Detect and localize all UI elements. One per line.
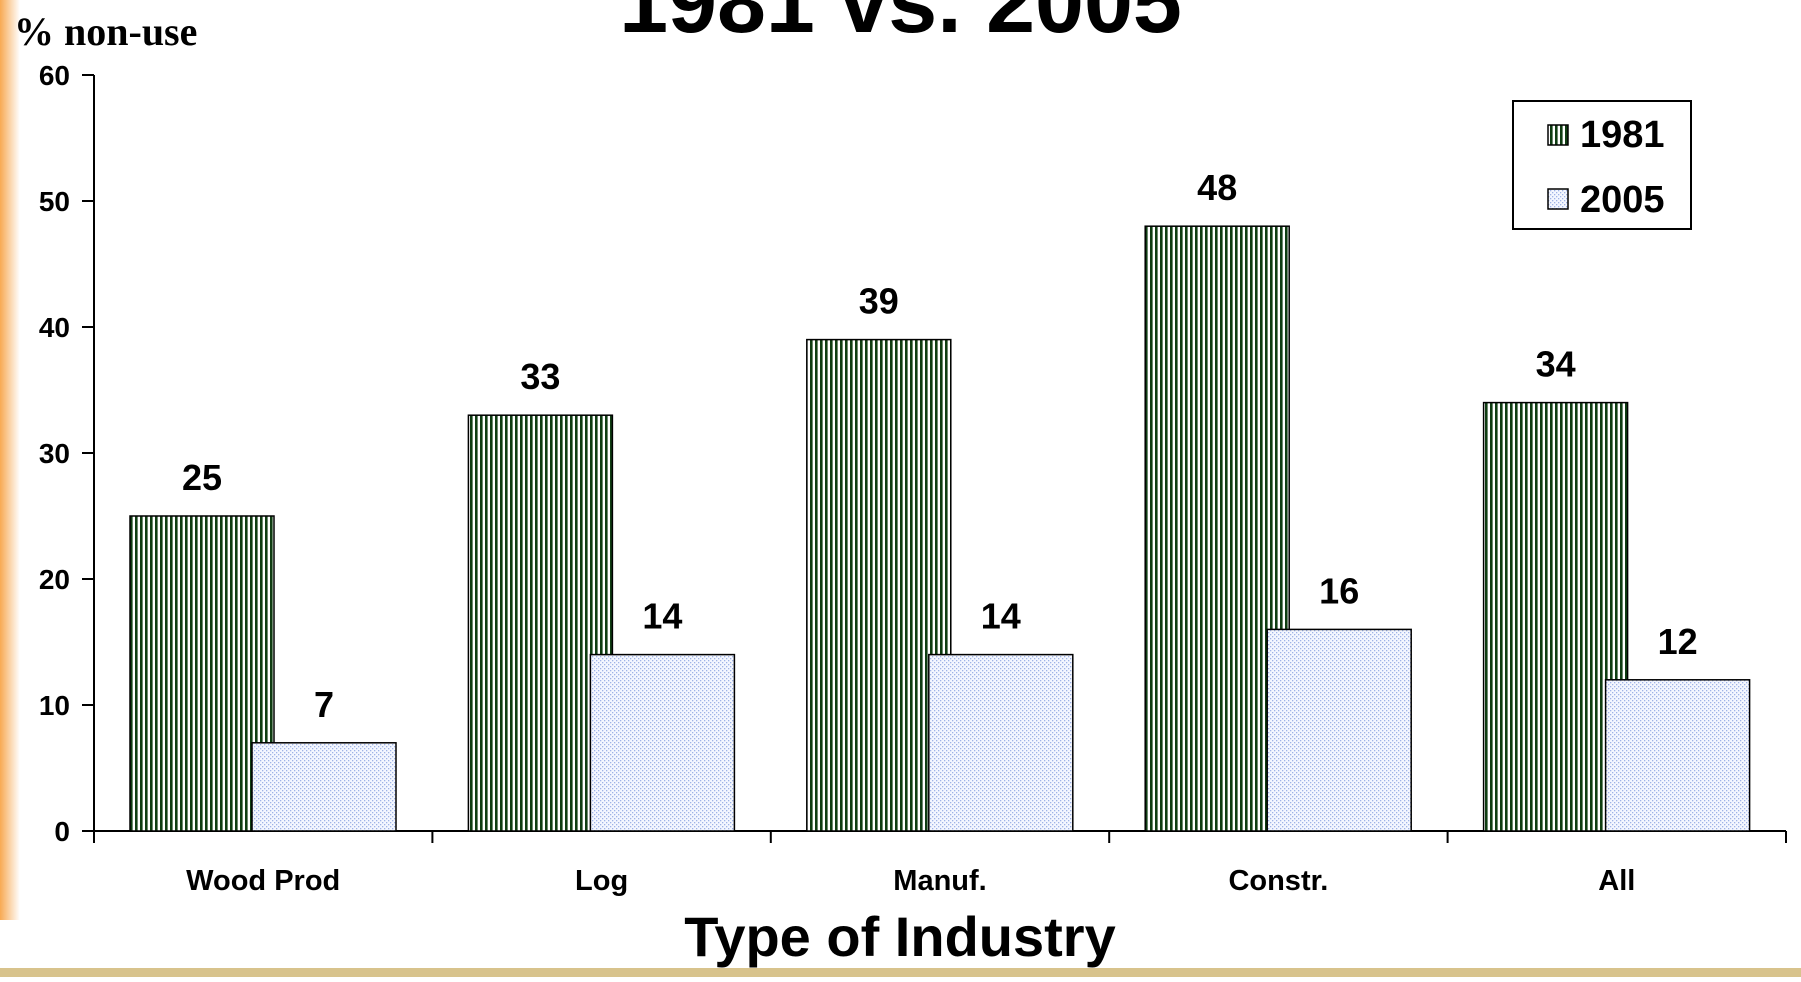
legend-label-2005: 2005 xyxy=(1580,179,1665,221)
slide-accent-strip xyxy=(0,0,20,920)
y-tick-label: 20 xyxy=(39,564,70,595)
footer-band xyxy=(0,968,1801,977)
x-tick-label: Manuf. xyxy=(893,865,986,897)
legend-swatch-2005 xyxy=(1547,188,1569,210)
bar-1981 xyxy=(467,414,614,832)
y-tick-label: 30 xyxy=(39,438,70,469)
x-tick-label: Wood Prod xyxy=(186,865,340,897)
y-tick-label: 60 xyxy=(39,60,70,91)
data-label-2005: 16 xyxy=(1319,570,1359,611)
data-label-2005: 14 xyxy=(981,596,1021,637)
bar-2005 xyxy=(1604,679,1751,832)
y-tick-label: 50 xyxy=(39,186,70,217)
data-label-1981: 34 xyxy=(1536,344,1576,385)
bar-1981 xyxy=(129,515,275,832)
legend-swatch-1981 xyxy=(1547,124,1569,146)
legend-label-1981: 1981 xyxy=(1580,114,1665,156)
x-tick-label: Log xyxy=(575,865,628,897)
y-axis-title: % non-use xyxy=(14,9,197,54)
data-label-2005: 12 xyxy=(1658,621,1698,662)
y-tick-label: 40 xyxy=(39,312,70,343)
legend-box xyxy=(1512,100,1692,230)
data-label-1981: 33 xyxy=(520,356,560,397)
bar-1981 xyxy=(806,338,952,832)
bar-2005 xyxy=(1266,628,1412,832)
bar-1981 xyxy=(1482,401,1629,832)
data-label-1981: 39 xyxy=(859,281,899,322)
data-label-1981: 25 xyxy=(182,457,222,498)
y-tick-label: 0 xyxy=(54,816,70,847)
bar-1981 xyxy=(1144,225,1290,832)
bar-2005 xyxy=(928,653,1074,832)
data-label-2005: 14 xyxy=(642,596,682,637)
data-label-1981: 48 xyxy=(1197,167,1237,208)
bar-2005 xyxy=(251,742,397,832)
bar-2005 xyxy=(589,653,736,832)
x-tick-label: Constr. xyxy=(1228,865,1328,897)
y-tick-label: 10 xyxy=(39,690,70,721)
x-axis-title: Type of Industry xyxy=(684,905,1115,968)
page-title: 1981 vs. 2005 xyxy=(619,0,1182,51)
x-tick-label: All xyxy=(1598,865,1635,897)
data-label-2005: 7 xyxy=(314,684,334,725)
